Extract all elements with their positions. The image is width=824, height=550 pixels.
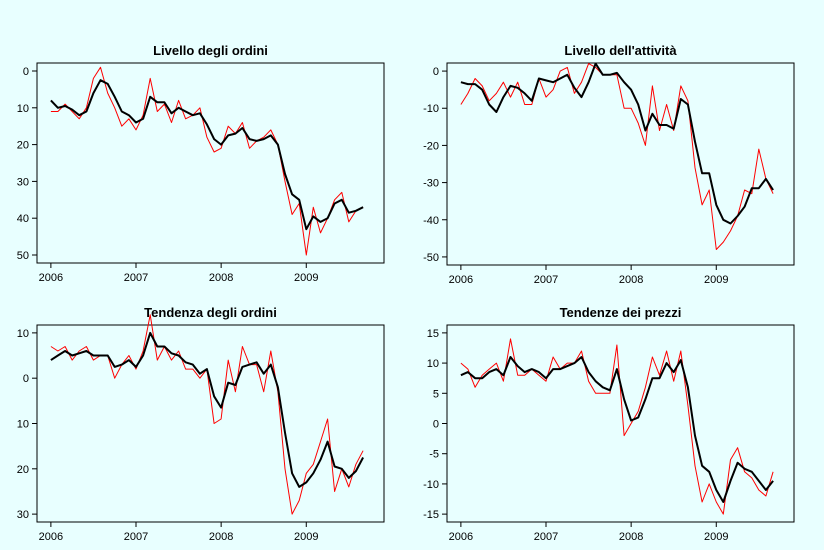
x-tick-label: 2006 [449,274,473,286]
x-tick-label: 2008 [209,272,233,284]
y-tick-label: 15 [427,328,439,340]
series-line-raw [460,63,774,250]
chart-panel-3: Tendenza degli ordini 10 0 10 20 30 2006 2007 20… [17,305,385,543]
y-tick-label: -40 [423,215,439,227]
x-tick-label: 2009 [704,274,728,286]
y-tick-label: -30 [423,178,439,190]
chart-title: Tendenze dei prezzi [560,305,682,320]
y-tick-label: 40 [17,213,29,225]
series-line-smoothed [460,356,774,503]
x-tick-label: 2006 [39,531,63,543]
chart-panel-1: Livello degli ordini 0 10 20 30 40 50 2006 2007 2… [17,43,385,284]
y-tick-label: 30 [17,176,29,188]
y-tick-label: 0 [23,66,29,78]
y-tick-label: 0 [433,66,439,78]
x-tick-label: 2006 [39,272,63,284]
y-tick-label: -50 [423,252,439,264]
x-tick-label: 2007 [534,274,558,286]
y-tick-label: 0 [23,373,29,385]
chart-title: Tendenza degli ordini [144,305,277,320]
y-tick-label: 5 [433,388,439,400]
x-tick-label: 2008 [619,274,643,286]
y-tick-label: 20 [17,464,29,476]
x-tick-label: 2006 [449,531,473,543]
y-tick-label: 10 [17,103,29,115]
series-line-raw [460,338,774,515]
series-line-smoothed [50,331,364,488]
plot-frame [446,324,795,523]
x-tick-label: 2009 [294,272,318,284]
chart-title: Livello dell'attività [564,43,677,58]
chart-panel-2: Livello dell'attività 0 -10 -20 -30 -40 -50 200… [423,43,795,286]
y-tick-label: 30 [17,509,29,521]
x-tick-label: 2007 [534,531,558,543]
series-line-raw [50,66,364,256]
y-tick-label: 10 [17,328,29,340]
y-tick-label: -15 [423,509,439,521]
chart-panel-4: Tendenze dei prezzi 15 10 5 0 -5 -10 -15 2006 200… [423,305,795,543]
plot-frame [446,62,795,266]
y-tick-label: 10 [427,358,439,370]
x-tick-label: 2008 [209,531,233,543]
x-tick-label: 2009 [294,531,318,543]
y-tick-label: 0 [433,419,439,431]
x-tick-label: 2007 [124,531,148,543]
y-tick-label: -20 [423,140,439,152]
x-tick-label: 2009 [704,531,728,543]
x-tick-label: 2007 [124,272,148,284]
y-tick-label: 50 [17,250,29,262]
chart-title: Livello degli ordini [153,43,268,58]
y-tick-label: -10 [423,479,439,491]
x-tick-label: 2008 [619,531,643,543]
plot-frame [36,62,385,264]
y-tick-label: -10 [423,103,439,115]
y-tick-label: 20 [17,140,29,152]
series-line-smoothed [460,62,774,225]
series-line-raw [50,314,364,515]
y-tick-label: -5 [429,449,439,461]
y-tick-label: 10 [17,419,29,431]
series-line-smoothed [50,79,364,231]
plot-frame [36,324,385,523]
